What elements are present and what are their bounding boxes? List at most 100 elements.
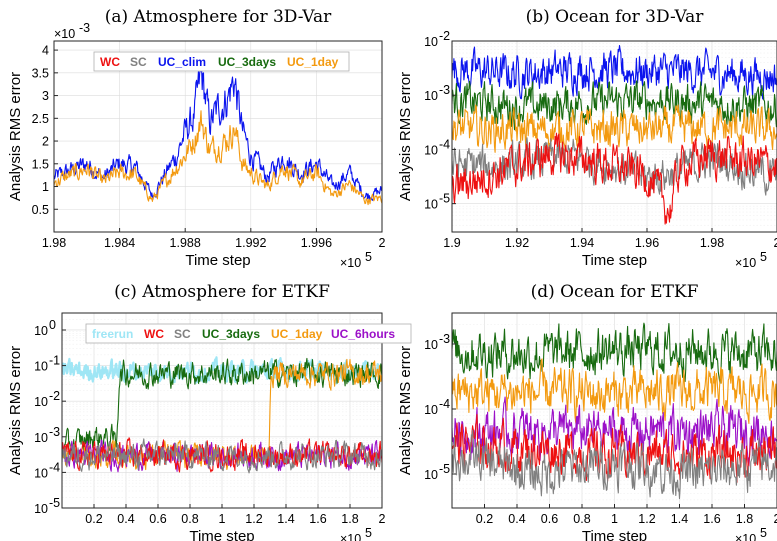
x-tick-label: 1.996 xyxy=(301,236,332,250)
x-tick-label: 1.98 xyxy=(42,236,66,250)
x-tick-label: 1 xyxy=(219,512,226,526)
x-tick-label: 1.4 xyxy=(277,512,294,526)
y-tick-exponent: -1 xyxy=(49,354,60,368)
series-line-sc xyxy=(452,429,777,500)
series-line-uc-clim xyxy=(54,66,382,201)
chart-title: (a) Atmosphere for 3D-Var xyxy=(105,7,332,27)
x-tick-label: 0.8 xyxy=(573,512,590,526)
panel-d-ocean-etkf: 0.20.40.60.811.21.41.61.8210-510-410-3×1… xyxy=(397,282,777,541)
x-multiplier: ×10 xyxy=(735,256,756,270)
y-multiplier-exponent: -3 xyxy=(79,21,90,35)
x-axis-label: Time step xyxy=(582,528,647,541)
y-axis-label: Analysis RMS error xyxy=(7,346,24,475)
x-axis-label: Time step xyxy=(582,252,647,269)
y-tick-label: 10 xyxy=(424,89,438,103)
y-tick-exponent: -4 xyxy=(439,397,450,411)
x-axis-label: Time step xyxy=(185,252,250,269)
x-tick-label: 0.2 xyxy=(476,512,493,526)
y-tick-exponent: -5 xyxy=(49,496,60,510)
y-tick-label: 1 xyxy=(42,180,49,194)
x-multiplier: ×10 xyxy=(340,532,361,541)
y-tick-exponent: -4 xyxy=(49,460,60,474)
x-tick-label: 1.2 xyxy=(638,512,655,526)
series-line-uc-1day xyxy=(452,104,777,153)
legend-entry-uc-3days: UC_3days xyxy=(202,327,260,341)
series-line-uc-3days xyxy=(452,80,777,131)
x-tick-label: 1.4 xyxy=(671,512,688,526)
y-tick-label: 10 xyxy=(34,324,48,338)
y-tick-label: 1.5 xyxy=(32,157,49,171)
legend-entry-uc-3days: UC_3days xyxy=(218,55,276,69)
x-tick-label: 1.6 xyxy=(309,512,326,526)
y-tick-label: 10 xyxy=(34,431,48,445)
x-multiplier: ×10 xyxy=(340,256,361,270)
x-tick-label: 1.9 xyxy=(443,236,460,250)
y-tick-exponent: -2 xyxy=(439,29,450,43)
y-tick-label: 10 xyxy=(34,395,48,409)
y-tick-exponent: -5 xyxy=(439,192,450,206)
x-tick-label: 2 xyxy=(379,512,386,526)
series-line-uc-1day xyxy=(452,358,777,424)
x-tick-label: 1 xyxy=(611,512,618,526)
y-tick-label: 10 xyxy=(34,466,48,480)
x-tick-label: 1.2 xyxy=(245,512,262,526)
y-tick-label: 10 xyxy=(34,502,48,516)
y-tick-label: 2.5 xyxy=(32,112,49,126)
x-multiplier-exponent: 5 xyxy=(365,250,372,264)
y-tick-exponent: -5 xyxy=(439,462,450,476)
y-tick-label: 10 xyxy=(424,198,438,212)
y-tick-exponent: -2 xyxy=(49,389,60,403)
x-multiplier-exponent: 5 xyxy=(365,526,372,540)
legend-entry-uc-1day: UC_1day xyxy=(287,55,339,69)
series-line-uc-1day xyxy=(54,110,382,206)
x-tick-label: 2 xyxy=(379,236,386,250)
y-tick-exponent: 0 xyxy=(49,318,56,332)
plot-area-frame xyxy=(451,40,777,233)
series-line-wc xyxy=(62,437,382,473)
series-line-sc xyxy=(62,438,382,474)
panel-b-ocean-3dvar: 1.91.921.941.961.98210-510-410-310-2×105… xyxy=(397,7,777,270)
y-tick-exponent: -4 xyxy=(439,137,450,151)
chart-title: (d) Ocean for ETKF xyxy=(531,282,699,302)
y-multiplier: ×10 xyxy=(54,27,75,41)
y-axis-label: Analysis RMS error xyxy=(397,346,414,475)
x-tick-label: 0.2 xyxy=(85,512,102,526)
x-multiplier-exponent: 5 xyxy=(760,526,767,540)
series-line-uc-3days xyxy=(62,357,382,459)
series-line-uc-6hours xyxy=(452,396,777,467)
legend: freerun WC SC UC_3days UC_1day UC_6hours xyxy=(85,323,412,344)
chart-title: (b) Ocean for 3D-Var xyxy=(526,7,705,27)
x-multiplier: ×10 xyxy=(735,532,756,541)
x-tick-label: 2 xyxy=(774,236,777,250)
legend-entry-wc: WC xyxy=(100,55,120,69)
y-tick-label: 2 xyxy=(42,135,49,149)
panel-a-atmosphere-3dvar: 1.98 1.984 1.988 1.992 1.996 2 0.5 1 1.5 2 2.5 3 3.5… xyxy=(7,7,386,270)
x-tick-label: 1.94 xyxy=(570,236,594,250)
x-tick-label: 2 xyxy=(774,512,777,526)
x-multiplier-exponent: 5 xyxy=(760,250,767,264)
series-line-wc xyxy=(452,132,777,225)
legend: WC SC UC_clim UC_3days UC_1day xyxy=(93,51,350,72)
x-tick-label: 1.6 xyxy=(703,512,720,526)
y-tick-label: 10 xyxy=(34,360,48,374)
y-tick-label: 0.5 xyxy=(32,203,49,217)
x-tick-label: 1.984 xyxy=(104,236,135,250)
legend-entry-uc-clim: UC_clim xyxy=(158,55,206,69)
x-tick-label: 0.4 xyxy=(508,512,525,526)
series-line-sc xyxy=(452,137,777,196)
y-axis-label: Analysis RMS error xyxy=(7,72,24,201)
series-line-uc-3days xyxy=(452,322,777,384)
legend-entry-sc: SC xyxy=(174,327,191,341)
series-line-uc-clim xyxy=(452,45,777,100)
chart-title: (c) Atmosphere for ETKF xyxy=(114,282,330,302)
panel-c-atmosphere-etkf: 0.2 0.4 0.6 0.8 1 1.2 1.4 1.6 1.8 210-510-410-310… xyxy=(7,282,412,541)
x-tick-label: 1.96 xyxy=(635,236,659,250)
y-tick-label: 3 xyxy=(42,89,49,103)
plot-area-frame xyxy=(53,40,383,233)
x-tick-label: 0.6 xyxy=(541,512,558,526)
x-tick-label: 1.992 xyxy=(235,236,266,250)
legend-entry-freerun: freerun xyxy=(92,327,133,341)
x-axis-label: Time step xyxy=(189,528,254,541)
y-tick-label: 10 xyxy=(424,338,438,352)
legend-entry-wc: WC xyxy=(144,327,164,341)
